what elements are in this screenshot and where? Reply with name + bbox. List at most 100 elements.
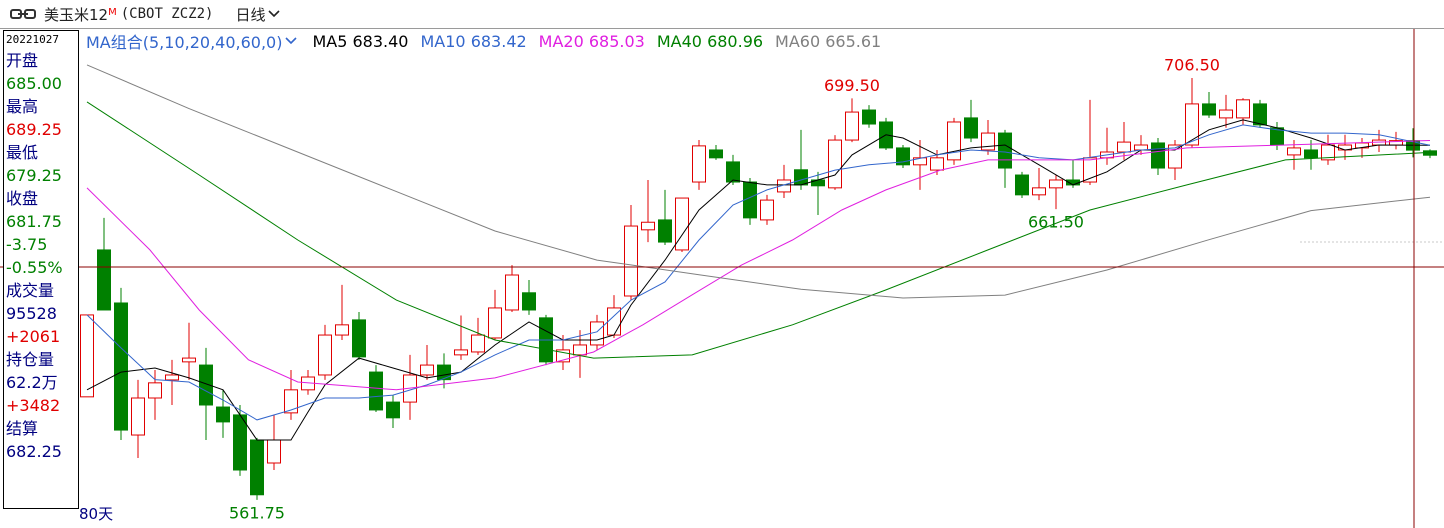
candle-body — [437, 364, 451, 381]
candle-body — [1321, 144, 1335, 161]
panel-row: 679.25 — [6, 166, 62, 185]
legend-value: 683.40 — [352, 31, 409, 51]
ma-group-selector[interactable]: MA组合(5,10,20,40,60,0) — [86, 33, 283, 52]
legend-name: MA5 — [312, 31, 348, 51]
candle-body — [828, 139, 842, 189]
candle-body — [692, 145, 706, 183]
symbol-name[interactable]: 美玉米12 — [44, 5, 109, 24]
candle-body — [1151, 142, 1165, 169]
candle-body — [709, 149, 723, 159]
window-label: 80天 — [79, 505, 114, 523]
candle-body — [1117, 141, 1131, 153]
price-annotation: 561.75 — [229, 503, 285, 522]
candle-body — [658, 219, 672, 243]
panel-row: 收盘 — [6, 189, 39, 208]
candle-body — [182, 357, 196, 363]
candle-body — [1236, 99, 1250, 119]
candle-body — [233, 414, 247, 471]
ma-line — [86, 119, 1431, 441]
candle-body — [1202, 103, 1216, 116]
candle-body — [505, 274, 519, 311]
candle-body — [1287, 147, 1301, 156]
candle-body — [862, 109, 876, 125]
legend-entry: MA40 680.96 — [657, 32, 763, 51]
candle-body — [369, 371, 383, 411]
candle-body — [641, 221, 655, 231]
candle-body — [913, 157, 927, 166]
panel-row: 62.2万 — [6, 373, 58, 392]
candle-body — [896, 147, 910, 166]
legend-name: MA20 — [538, 31, 584, 51]
ma-line — [86, 64, 1431, 299]
candle-body — [1015, 174, 1029, 196]
panel-row: +3482 — [6, 396, 61, 415]
candle-body — [216, 406, 230, 423]
candle-body — [624, 225, 638, 297]
info-panel: 20221027 开盘 685.00 最高 689.25 最低 679.25 收盘 681.75… — [3, 30, 79, 509]
link-icon[interactable] — [10, 7, 36, 21]
legend-entry: MA20 685.03 — [539, 32, 645, 51]
ma-line — [86, 124, 1431, 421]
candle-body — [386, 401, 400, 419]
panel-row: 最高 — [6, 97, 39, 116]
ma-dropdown-icon[interactable] — [284, 36, 298, 46]
candle-body — [284, 389, 298, 414]
candle-body — [131, 397, 145, 436]
header-bar: 美玉米12 M (CBOT ZCZ2) 日线 — [0, 0, 1444, 29]
candle-body — [1253, 103, 1267, 126]
candle-body — [845, 111, 859, 141]
candle-body — [114, 302, 128, 431]
legend-entry: MA5 683.40 — [312, 32, 408, 51]
panel-row: 681.75 — [6, 212, 62, 231]
legend-value: 683.42 — [470, 31, 527, 51]
legend-name: MA60 — [775, 31, 821, 51]
legend-name: MA10 — [420, 31, 466, 51]
candle-body — [267, 439, 281, 464]
candle-body — [1168, 144, 1182, 169]
panel-row: 682.25 — [6, 442, 62, 461]
panel-row: 685.00 — [6, 74, 62, 93]
price-annotation: 706.50 — [1164, 55, 1220, 74]
legend-value: 665.61 — [825, 31, 882, 51]
legend-entry: MA10 683.42 — [420, 32, 526, 51]
price-annotation: 699.50 — [824, 76, 880, 95]
candle-body — [420, 364, 434, 376]
panel-row: 最低 — [6, 143, 39, 162]
candle-body — [335, 324, 349, 336]
candle-body — [199, 364, 213, 406]
candle-body — [1304, 149, 1318, 159]
price-annotation: 661.50 — [1028, 213, 1084, 232]
candle-body — [454, 349, 468, 356]
legend-entry: MA60 665.61 — [775, 32, 881, 51]
legend-value: 685.03 — [588, 31, 645, 51]
candle-body — [556, 349, 570, 363]
period-selector[interactable]: 日线 — [235, 5, 266, 24]
candle-body — [794, 169, 808, 186]
candle-body — [1219, 109, 1233, 119]
candle-body — [522, 292, 536, 311]
panel-row: 689.25 — [6, 120, 62, 139]
period-dropdown-icon[interactable] — [267, 9, 281, 19]
candle-body — [165, 374, 179, 381]
candle-body — [97, 249, 111, 311]
candle-body — [573, 344, 587, 356]
candle-body — [352, 319, 366, 358]
legend-name: MA40 — [656, 31, 702, 51]
candle-body — [488, 307, 502, 339]
candle-body — [726, 161, 740, 183]
panel-row: 成交量 — [6, 281, 55, 300]
candle-body — [760, 199, 774, 221]
panel-row: 持仓量 — [6, 350, 55, 369]
candle-body — [471, 334, 485, 353]
ma-line — [86, 140, 1431, 391]
candle-body — [1134, 144, 1148, 151]
panel-row: +2061 — [6, 327, 61, 346]
candle-body — [590, 321, 604, 346]
ma-legend: MA组合(5,10,20,40,60,0) MA5 683.40 MA10 683.… — [86, 31, 893, 53]
symbol-code: (CBOT ZCZ2) — [120, 6, 214, 22]
symbol-flag: M — [108, 6, 117, 18]
candle-body — [964, 117, 978, 139]
candle-body — [675, 197, 689, 251]
panel-row: -0.55% — [6, 258, 63, 277]
